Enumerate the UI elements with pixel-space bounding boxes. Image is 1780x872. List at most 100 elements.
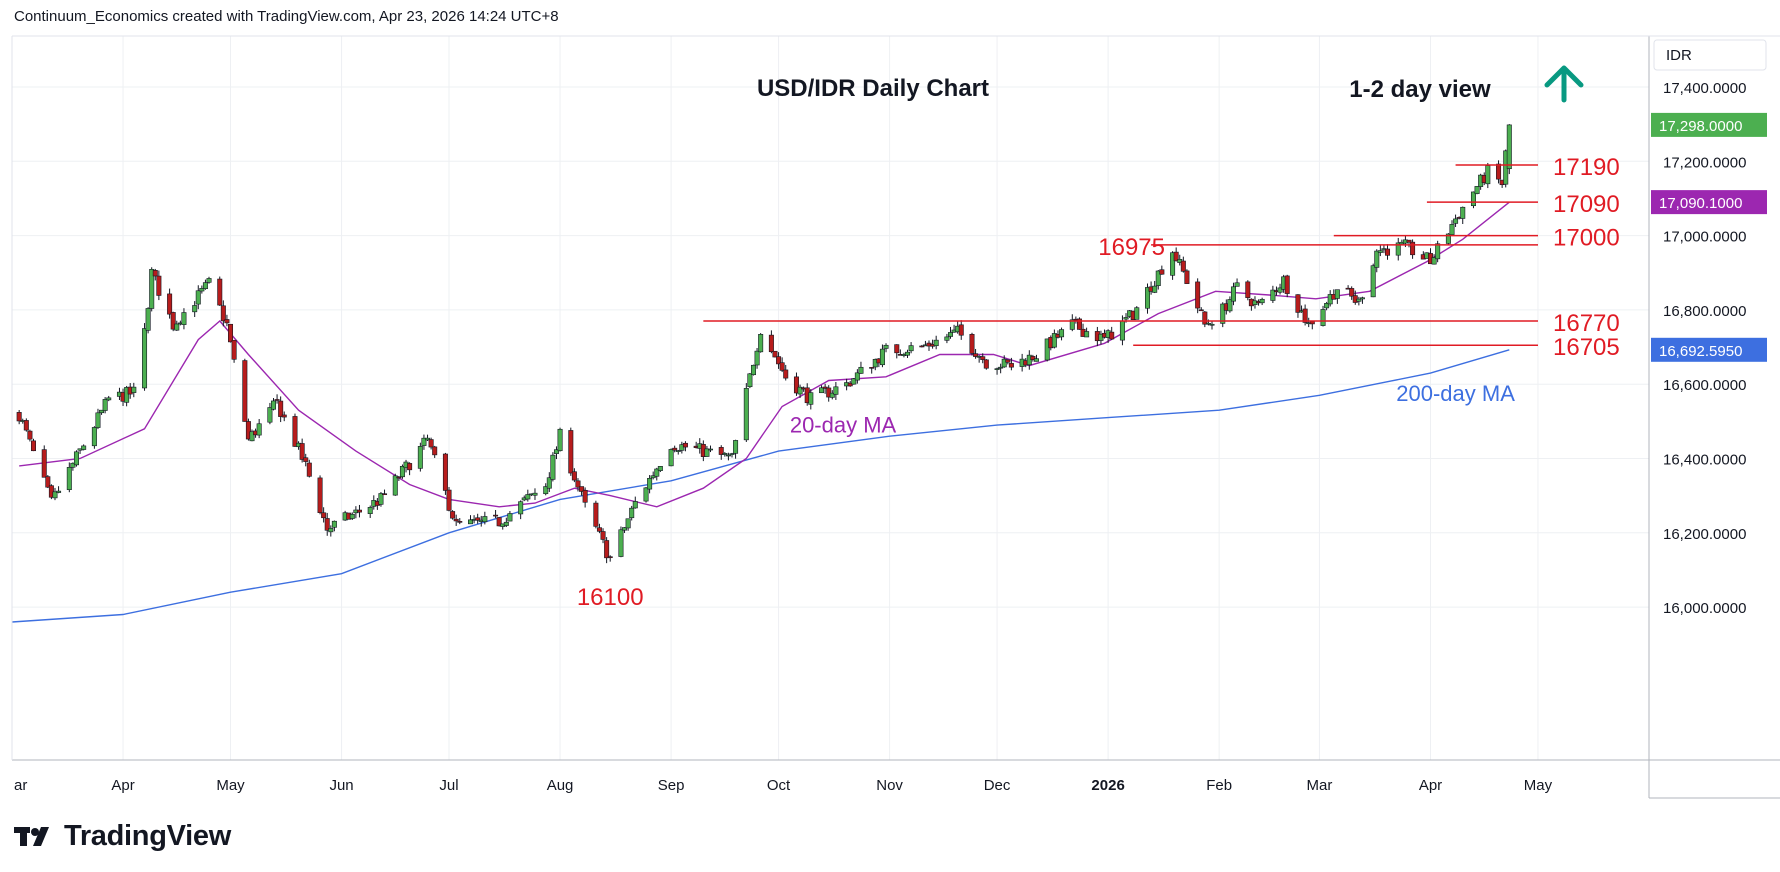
candle bbox=[421, 434, 427, 450]
candle bbox=[625, 518, 631, 531]
candle bbox=[1076, 317, 1082, 330]
candle bbox=[1435, 240, 1441, 263]
candle bbox=[503, 517, 509, 527]
candle bbox=[973, 348, 979, 359]
chart-frame bbox=[11, 35, 1780, 799]
candle bbox=[331, 520, 337, 532]
time-axis[interactable]: ar Apr May Jun Jul Aug Sep Oct Nov Dec 2026 Feb Mar A… bbox=[14, 777, 1553, 794]
chart-labels: USD/IDR Daily Chart 1-2 day view IDR 20-… bbox=[757, 39, 1767, 437]
candle bbox=[1230, 282, 1236, 306]
candle bbox=[833, 382, 839, 400]
view-label: 1-2 day view bbox=[1349, 76, 1491, 103]
y-tick-label: 16,000.0000 bbox=[1663, 600, 1746, 617]
level-label: 16705 bbox=[1553, 334, 1620, 361]
candle bbox=[1259, 297, 1265, 306]
candle bbox=[1051, 329, 1057, 349]
candle bbox=[1220, 302, 1226, 328]
ma20-line bbox=[19, 201, 1510, 508]
candle bbox=[1155, 269, 1161, 290]
candle bbox=[425, 434, 431, 442]
candle bbox=[493, 510, 499, 519]
candle bbox=[1496, 160, 1502, 184]
candle bbox=[1284, 274, 1290, 298]
candle bbox=[321, 507, 327, 523]
candle bbox=[199, 285, 205, 294]
candle bbox=[106, 395, 112, 402]
candle bbox=[983, 359, 989, 370]
candle bbox=[1184, 269, 1190, 284]
candle bbox=[994, 367, 1000, 375]
candle bbox=[396, 475, 402, 481]
candle bbox=[750, 364, 756, 376]
x-tick-label: Apr bbox=[111, 777, 134, 794]
candle bbox=[1044, 338, 1050, 362]
candle bbox=[854, 369, 860, 384]
candle bbox=[650, 471, 656, 480]
candle bbox=[91, 426, 97, 449]
candle bbox=[1005, 359, 1011, 365]
candle bbox=[450, 510, 456, 520]
candle bbox=[733, 439, 739, 459]
candle bbox=[851, 378, 857, 385]
candle bbox=[579, 486, 585, 496]
candle bbox=[1410, 239, 1416, 259]
candle bbox=[317, 475, 323, 515]
candle bbox=[1234, 278, 1240, 287]
candle bbox=[582, 487, 588, 508]
candle bbox=[632, 496, 638, 509]
candle bbox=[600, 528, 606, 544]
candle bbox=[152, 268, 158, 281]
candle bbox=[1209, 321, 1215, 330]
candle bbox=[81, 444, 87, 451]
candle bbox=[1202, 310, 1208, 328]
candle bbox=[202, 279, 208, 290]
y-tick-label: 17,200.0000 bbox=[1663, 154, 1746, 171]
candle bbox=[1359, 296, 1365, 304]
candle bbox=[1159, 265, 1165, 275]
candle bbox=[417, 442, 423, 472]
candle bbox=[1485, 162, 1491, 189]
candle bbox=[23, 418, 29, 432]
candle bbox=[95, 408, 101, 430]
candle bbox=[1506, 124, 1512, 175]
candle bbox=[553, 446, 559, 460]
candle bbox=[679, 441, 685, 454]
candle bbox=[797, 384, 803, 399]
candle bbox=[682, 441, 688, 452]
price-axis[interactable]: 17,400.0000 17,200.0000 17,000.0000 16,800.… bbox=[1663, 80, 1746, 617]
price-tag bbox=[1651, 190, 1767, 215]
candle bbox=[328, 525, 334, 537]
candle bbox=[1134, 306, 1140, 320]
candle bbox=[167, 288, 173, 319]
candle bbox=[643, 487, 649, 503]
candle bbox=[475, 513, 481, 524]
candle bbox=[944, 333, 950, 344]
candle bbox=[779, 357, 785, 373]
candle bbox=[1374, 249, 1380, 273]
candle bbox=[195, 285, 201, 310]
candle bbox=[1059, 327, 1065, 341]
candle bbox=[1460, 206, 1466, 224]
y-tick-label: 17,000.0000 bbox=[1663, 229, 1746, 246]
candle bbox=[399, 464, 405, 479]
candle bbox=[249, 429, 255, 442]
candle bbox=[819, 385, 825, 394]
candle bbox=[1453, 214, 1459, 228]
candle bbox=[908, 342, 914, 354]
candle bbox=[543, 483, 549, 496]
candle bbox=[969, 332, 975, 356]
candle bbox=[657, 466, 663, 473]
candle bbox=[73, 450, 79, 467]
candle bbox=[270, 398, 276, 411]
candle bbox=[52, 487, 58, 501]
candle bbox=[27, 429, 33, 442]
candle bbox=[847, 380, 853, 387]
candle bbox=[145, 307, 151, 334]
candle bbox=[292, 413, 298, 447]
x-tick-label: Jun bbox=[329, 777, 353, 794]
candle bbox=[1245, 280, 1251, 301]
candle bbox=[729, 452, 735, 458]
candle bbox=[1309, 320, 1315, 330]
x-tick-label: Aug bbox=[547, 777, 574, 794]
